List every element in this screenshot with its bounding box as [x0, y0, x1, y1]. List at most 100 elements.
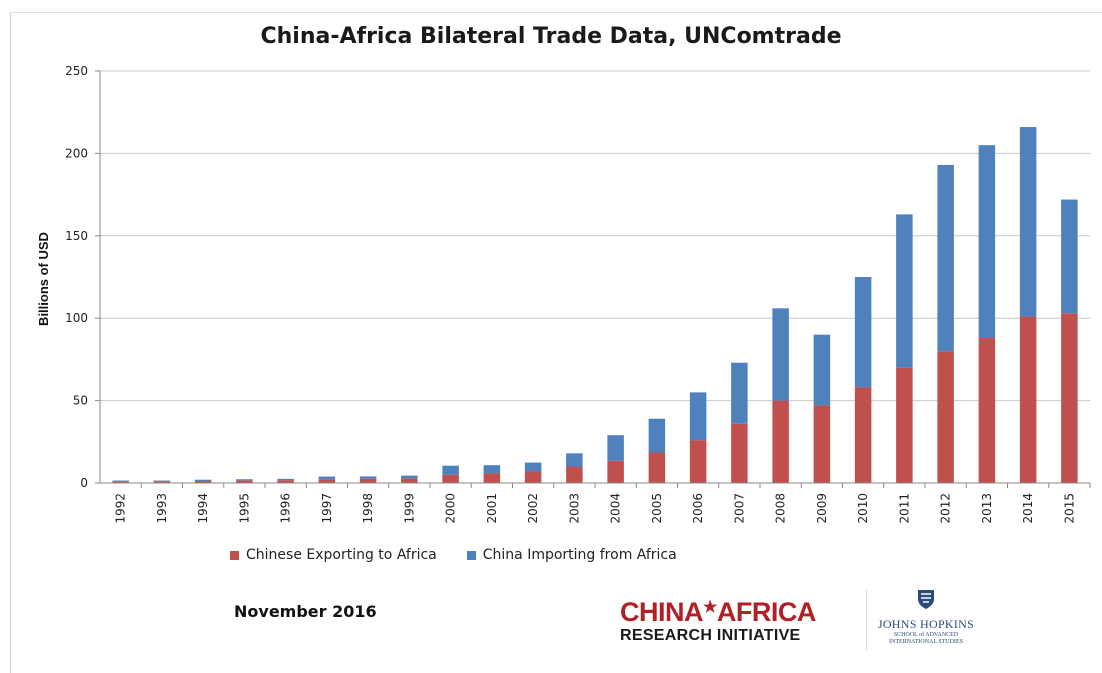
- bar-imports-2013: [978, 145, 996, 338]
- bar-exports-2015: [1061, 313, 1078, 483]
- y-tick-label-50: 50: [73, 394, 88, 408]
- x-tick-label-2005: 2005: [650, 493, 664, 524]
- bar-exports-1999: [401, 478, 418, 483]
- bar-imports-1992: [112, 480, 129, 482]
- bar-exports-1998: [359, 478, 377, 483]
- legend-item-exports: Chinese Exporting to Africa: [230, 547, 437, 563]
- bar-exports-2001: [483, 473, 501, 483]
- bar-imports-1994: [194, 479, 212, 482]
- frame-border-left: [10, 12, 11, 673]
- frame-border-top: [10, 12, 1102, 13]
- bar-imports-2011: [896, 214, 913, 368]
- legend-item-imports: China Importing from Africa: [466, 547, 677, 563]
- bar-exports-2007: [731, 423, 748, 483]
- bar-imports-2001: [483, 465, 501, 474]
- y-tick-label-0: 0: [80, 476, 88, 490]
- x-tick-label-1999: 1999: [402, 493, 416, 524]
- logo-word-china: CHINA: [620, 597, 704, 627]
- legend-label-imports: China Importing from Africa: [482, 547, 677, 563]
- bar-imports-1996: [277, 478, 294, 481]
- y-axis-label: Billions of USD: [36, 232, 51, 326]
- x-tick-label-2013: 2013: [980, 493, 994, 524]
- bar-imports-1998: [359, 476, 377, 479]
- x-tick-label-2002: 2002: [526, 493, 540, 524]
- bar-imports-1997: [318, 476, 336, 480]
- bar-exports-1994: [194, 481, 212, 483]
- logo-title: CHINA★AFRICA: [620, 594, 850, 626]
- x-tick-label-2015: 2015: [1062, 493, 1076, 524]
- shield-icon: [918, 590, 934, 609]
- legend-swatch-exports: [230, 550, 239, 560]
- jhu-name: JOHNS HOPKINS: [877, 617, 975, 631]
- bar-imports-2002: [524, 462, 542, 472]
- bar-imports-2009: [813, 334, 831, 406]
- logo-subtitle: RESEARCH INITIATIVE: [620, 627, 801, 644]
- y-tick-label-100: 100: [65, 311, 88, 325]
- x-tick-label-1997: 1997: [320, 493, 334, 524]
- x-tick-label-2010: 2010: [856, 493, 870, 524]
- x-tick-label-2014: 2014: [1021, 493, 1035, 524]
- x-tick-label-1993: 1993: [155, 493, 169, 524]
- bar-imports-2012: [937, 164, 954, 352]
- bar-imports-2005: [648, 418, 666, 453]
- x-tick-label-2007: 2007: [732, 493, 746, 524]
- legend-swatch-imports: [466, 550, 476, 560]
- bar-exports-2013: [978, 337, 996, 483]
- y-tick-label-200: 200: [65, 146, 88, 160]
- bar-exports-1997: [318, 479, 336, 483]
- chart-title: China-Africa Bilateral Trade Data, UNCom…: [260, 24, 842, 49]
- logo-word-africa: AFRICA: [716, 597, 817, 627]
- bar-imports-1995: [236, 479, 253, 481]
- x-tick-label-2001: 2001: [485, 493, 499, 524]
- x-tick-label-2006: 2006: [691, 493, 705, 524]
- bar-exports-2009: [813, 405, 831, 483]
- bar-exports-1996: [277, 480, 294, 483]
- bar-exports-1992: [112, 481, 129, 483]
- jhu-sais-logo: JOHNS HOPKINS SCHOOL of ADVANCED INTERNA…: [866, 588, 986, 646]
- bar-exports-1993: [153, 481, 171, 483]
- x-tick-label-1996: 1996: [279, 493, 293, 524]
- x-tick-label-2003: 2003: [567, 493, 581, 524]
- bar-imports-2014: [1019, 127, 1037, 317]
- bar-imports-2008: [772, 308, 789, 401]
- bar-exports-2011: [896, 367, 913, 483]
- bar-exports-2005: [648, 452, 666, 483]
- bar-imports-2010: [854, 277, 872, 388]
- x-tick-label-1994: 1994: [196, 493, 210, 524]
- bar-exports-2002: [524, 471, 542, 483]
- x-tick-label-1998: 1998: [361, 493, 375, 524]
- bar-imports-1999: [401, 475, 418, 479]
- bar-imports-2003: [566, 453, 583, 467]
- x-tick-label-2012: 2012: [939, 493, 953, 524]
- bar-exports-2006: [689, 440, 707, 483]
- jhu-subtitle-1: SCHOOL of ADVANCED: [893, 632, 959, 638]
- bar-exports-2000: [442, 474, 459, 483]
- bar-imports-2007: [731, 362, 748, 424]
- bar-exports-2008: [772, 400, 789, 483]
- china-africa-logo: CHINA★AFRICA RESEARCH INITIATIVE: [620, 594, 850, 646]
- bar-exports-2014: [1019, 316, 1037, 483]
- x-tick-label-1995: 1995: [237, 493, 251, 524]
- x-tick-label-1992: 1992: [114, 493, 128, 524]
- publication-date: November 2016: [234, 602, 377, 621]
- bar-imports-2006: [689, 392, 707, 441]
- bar-imports-1993: [153, 480, 171, 482]
- legend-label-exports: Chinese Exporting to Africa: [246, 547, 437, 563]
- logo-divider: [866, 590, 867, 650]
- bar-imports-2000: [442, 465, 459, 475]
- bar-imports-2004: [607, 435, 624, 461]
- x-tick-label-2000: 2000: [444, 493, 458, 524]
- bar-exports-2004: [607, 460, 624, 483]
- bar-exports-2003: [566, 466, 583, 483]
- x-tick-label-2008: 2008: [774, 493, 788, 524]
- bar-exports-1995: [236, 480, 253, 483]
- x-tick-label-2004: 2004: [609, 493, 623, 524]
- bar-exports-2012: [937, 351, 954, 483]
- x-tick-label-2009: 2009: [815, 493, 829, 524]
- bar-imports-2015: [1061, 199, 1078, 314]
- x-tick-label-2011: 2011: [897, 493, 911, 524]
- chart-legend: Chinese Exporting to Africa China Import…: [230, 547, 677, 563]
- y-tick-label-250: 250: [65, 64, 88, 78]
- y-tick-label-150: 150: [65, 229, 88, 243]
